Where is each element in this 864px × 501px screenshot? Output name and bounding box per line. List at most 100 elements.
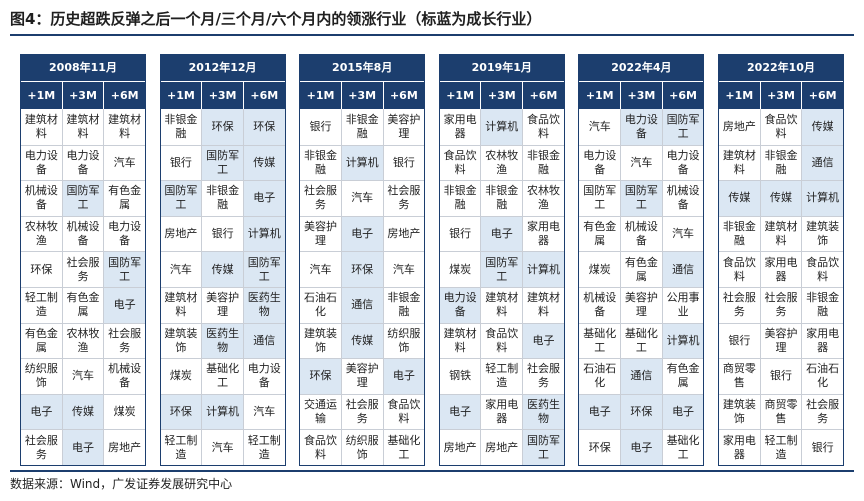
growth-industry-cell: 传媒: [201, 252, 243, 287]
table-row: 家用电器 计算机 食品饮料: [440, 109, 564, 145]
horizon-header: +1M: [27, 89, 56, 102]
industry-cell: 汽车: [242, 394, 285, 430]
table-row: 非银金融 非银金融 农林牧渔: [439, 180, 564, 216]
table-row: 银行 国防军工 传媒: [160, 144, 285, 181]
growth-industry-cell: 计算机: [522, 252, 564, 287]
table-row: 银行 电子 家用电器: [439, 215, 564, 252]
horizon-header-row: +1M +3M +6M: [160, 81, 285, 109]
industry-cell: 美容护理: [304, 220, 338, 248]
table-row: 建筑材料 美容护理 医药生物: [160, 286, 285, 323]
industry-cell: 非银金融: [443, 184, 477, 212]
industry-cell: 房地产: [443, 440, 477, 454]
industry-cell: 基础化工: [620, 323, 662, 359]
industry-cell: 机械设备: [24, 184, 58, 212]
industry-cell: 轻工制造: [24, 291, 58, 319]
industry-cell: 石油石化: [583, 362, 617, 390]
industry-cell: 汽车: [588, 119, 611, 133]
table-row: 建筑材料 建筑材料 建筑材料: [21, 109, 145, 145]
industry-cell: 食品饮料: [522, 109, 564, 145]
horizon-header: +1M: [167, 89, 195, 102]
panel-period-header: 2022年4月: [579, 55, 704, 81]
industry-cell: 银行: [449, 227, 472, 241]
table-row: 煤炭 国防军工 计算机: [439, 251, 564, 287]
industry-cell: 房地产: [722, 119, 756, 133]
growth-industry-cell: 国防军工: [160, 181, 202, 216]
industry-cell: 建筑材料: [164, 291, 198, 319]
table-row: 煤炭 有色金属 通信: [579, 251, 704, 287]
industry-cell: 美容护理: [340, 359, 383, 394]
industry-cell: 机械设备: [103, 359, 145, 394]
horizon-header: +1M: [306, 89, 335, 102]
growth-industry-cell: 传媒: [242, 145, 285, 181]
growth-industry-cell: 电子: [242, 181, 285, 216]
table-row: 石油石化 通信 非银金融: [300, 286, 425, 323]
growth-industry-cell: 计算机: [801, 181, 844, 216]
table-row: 环保 计算机 汽车: [160, 393, 285, 430]
industry-cell: 电力设备: [583, 148, 617, 176]
period-panel: 2022年4月 +1M +3M +6M 汽车 电力设备 国防军工 电力设备 汽车 电力设备 国防军工…: [578, 54, 705, 466]
horizon-header: +6M: [522, 82, 564, 109]
industry-cell: 建筑材料: [103, 109, 145, 145]
table-row: 石油石化 通信 有色金属: [579, 358, 704, 394]
growth-industry-cell: 医药生物: [201, 323, 243, 359]
growth-industry-cell: 国防军工: [201, 145, 243, 181]
industry-cell: 家用电器: [801, 323, 843, 359]
industry-cell: 公用事业: [661, 287, 704, 323]
industry-cell: 非银金融: [164, 112, 198, 140]
table-row: 有色金属 农林牧渔 社会服务: [21, 322, 145, 359]
horizon-header: +3M: [480, 82, 522, 109]
industry-cell: 轻工制造: [480, 359, 522, 394]
industry-cell: 建筑材料: [61, 109, 104, 145]
growth-industry-cell: 环保: [620, 394, 662, 430]
industry-cell: 汽车: [661, 216, 704, 252]
industry-cell: 汽车: [169, 262, 192, 276]
growth-industry-cell: 传媒: [719, 181, 760, 216]
industry-cell: 房地产: [103, 430, 145, 465]
industry-grid: 汽车 电力设备 国防军工 电力设备 汽车 电力设备 国防军工 国防军工 机械设备 有色金属 机械设备…: [579, 109, 704, 465]
growth-industry-cell: 国防军工: [480, 252, 523, 287]
growth-industry-cell: 传媒: [340, 323, 383, 359]
horizon-header: +6M: [242, 82, 285, 109]
growth-industry-cell: 电力设备: [439, 287, 481, 323]
growth-industry-cell: 医药生物: [522, 394, 564, 430]
table-row: 银行 美容护理 家用电器: [719, 322, 843, 359]
table-row: 农林牧渔 机械设备 电力设备: [21, 215, 145, 252]
table-row: 汽车 电力设备 国防军工: [579, 109, 704, 145]
industry-cell: 电力设备: [61, 145, 104, 181]
industry-cell: 银行: [759, 359, 802, 394]
industry-cell: 商贸零售: [722, 362, 756, 390]
industry-cell: 轻工制造: [242, 430, 285, 465]
growth-industry-cell: 电子: [340, 216, 383, 252]
table-row: 食品饮料 家用电器 食品饮料: [719, 251, 843, 287]
horizon-header: +3M: [61, 82, 104, 109]
growth-industry-cell: 电子: [579, 394, 621, 430]
industry-cell: 银行: [382, 145, 425, 181]
industry-cell: 美容护理: [759, 323, 802, 359]
industry-cell: 机械设备: [661, 181, 704, 216]
growth-industry-cell: 电子: [61, 430, 104, 465]
panel-period-header: 2008年11月: [21, 55, 145, 81]
table-row: 电子 传媒 煤炭: [21, 393, 145, 430]
industry-cell: 美容护理: [382, 109, 425, 145]
period-panel: 2019年1月 +1M +3M +6M 家用电器 计算机 食品饮料 食品饮料 农林牧渔 非银金融非…: [438, 54, 565, 466]
industry-cell: 食品饮料: [443, 148, 477, 176]
industry-cell: 银行: [201, 216, 243, 252]
horizon-header: +1M: [725, 89, 754, 102]
industry-cell: 建筑装饰: [801, 216, 843, 252]
industry-cell: 汽车: [620, 145, 662, 181]
growth-industry-cell: 环保: [201, 109, 243, 145]
industry-cell: 银行: [801, 430, 843, 465]
horizon-header: +6M: [801, 82, 843, 109]
horizon-header-row: +1M +3M +6M: [719, 81, 843, 109]
table-row: 电子 家用电器 医药生物: [439, 393, 564, 430]
industry-cell: 环保: [30, 262, 53, 276]
industry-cell: 农林牧渔: [480, 145, 522, 181]
industry-cell: 农林牧渔: [24, 220, 58, 248]
industry-cell: 家用电器: [759, 252, 802, 287]
panel-period-header: 2019年1月: [439, 55, 564, 81]
growth-industry-cell: 国防军工: [661, 109, 704, 145]
table-row: 社会服务 电子 房地产: [21, 429, 145, 465]
growth-industry-cell: 电力设备: [620, 109, 662, 145]
industry-cell: 社会服务: [304, 184, 338, 212]
industry-cell: 煤炭: [169, 369, 192, 383]
